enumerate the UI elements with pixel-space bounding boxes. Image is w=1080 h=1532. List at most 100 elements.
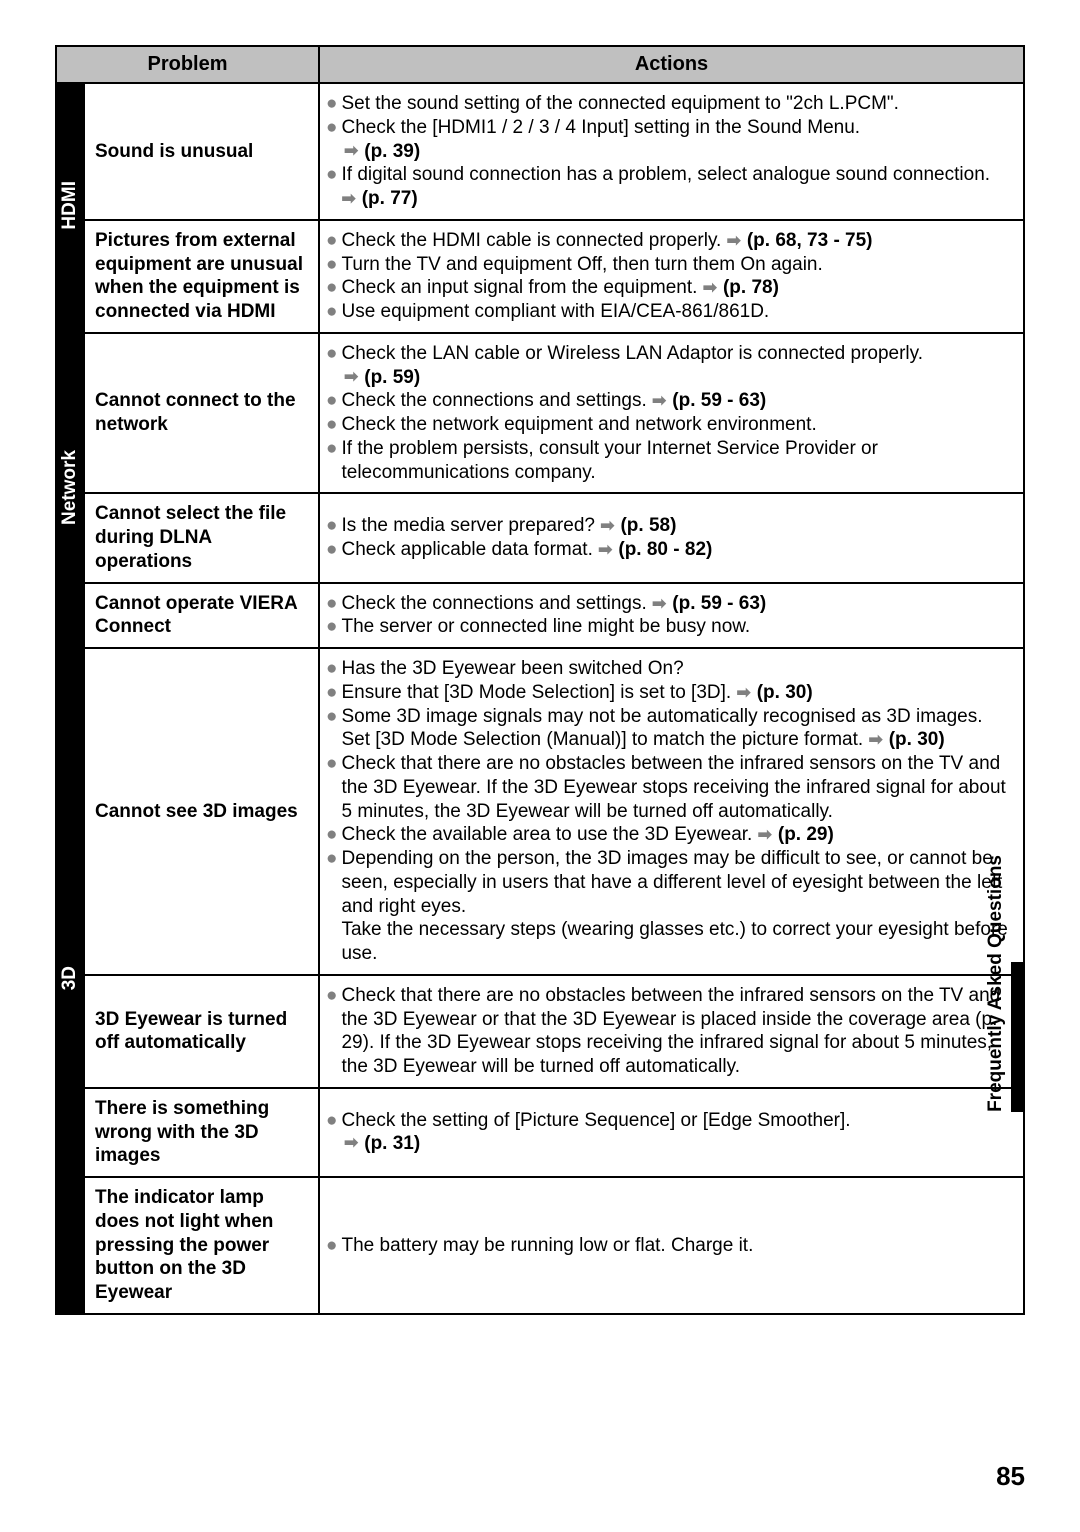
page-ref: (p. 59) bbox=[364, 366, 420, 390]
bullet-dot-icon: ● bbox=[326, 437, 337, 461]
bullet-dot-icon: ● bbox=[326, 300, 337, 324]
action-bullet: ●Use equipment compliant with EIA/CEA-86… bbox=[326, 300, 1013, 324]
action-text: Set the sound setting of the connected e… bbox=[341, 92, 1013, 116]
category-label: Network bbox=[59, 450, 81, 525]
category-label: HDMI bbox=[59, 181, 81, 230]
action-bullet: ●Check that there are no obstacles betwe… bbox=[326, 984, 1013, 1079]
action-text: Use equipment compliant with EIA/CEA-861… bbox=[341, 300, 1013, 324]
action-text: Is the media server prepared? ➡(p. 58) bbox=[341, 514, 1013, 538]
side-tab-bar bbox=[1011, 962, 1025, 1112]
action-text: Check the connections and settings. ➡(p.… bbox=[341, 389, 1013, 413]
bullet-dot-icon: ● bbox=[326, 538, 337, 562]
bullet-dot-icon: ● bbox=[326, 514, 337, 538]
bullet-dot-icon: ● bbox=[326, 592, 337, 616]
action-text: Check the [HDMI1 / 2 / 3 / 4 Input] sett… bbox=[341, 116, 1013, 140]
action-bullet: ●Ensure that [3D Mode Selection] is set … bbox=[326, 681, 1013, 705]
bullet-dot-icon: ● bbox=[326, 1109, 337, 1133]
action-bullet: ●Depending on the person, the 3D images … bbox=[326, 847, 1013, 966]
action-text: Has the 3D Eyewear been switched On? bbox=[341, 657, 1013, 681]
action-text: If digital sound connection has a proble… bbox=[341, 163, 1013, 211]
action-bullet: ●Check the network equipment and network… bbox=[326, 413, 1013, 437]
table-row: 3DCannot see 3D images●Has the 3D Eyewea… bbox=[56, 648, 1024, 975]
action-text: Check an input signal from the equipment… bbox=[341, 276, 1013, 300]
action-text: Depending on the person, the 3D images m… bbox=[341, 847, 1013, 966]
action-text: Check the network equipment and network … bbox=[341, 413, 1013, 437]
table-row: Pictures from external equipment are unu… bbox=[56, 220, 1024, 333]
action-bullet: ●Some 3D image signals may not be automa… bbox=[326, 705, 1013, 753]
arrow-icon: ➡ bbox=[344, 366, 358, 387]
category-cell: HDMI bbox=[56, 83, 84, 333]
problem-cell: Pictures from external equipment are unu… bbox=[84, 220, 319, 333]
problem-cell: There is something wrong with the 3D ima… bbox=[84, 1088, 319, 1177]
action-text: Check the LAN cable or Wireless LAN Adap… bbox=[341, 342, 1013, 366]
side-tab-label: Frequently Asked Questions bbox=[985, 855, 1007, 1112]
action-text: The server or connected line might be bu… bbox=[341, 615, 1013, 639]
action-ref: ➡ (p. 39) bbox=[326, 140, 1013, 164]
action-bullet: ●Set the sound setting of the connected … bbox=[326, 92, 1013, 116]
action-ref: ➡ (p. 31) bbox=[326, 1132, 1013, 1156]
action-text: The battery may be running low or flat. … bbox=[341, 1234, 1013, 1258]
actions-cell: ●Check the setting of [Picture Sequence]… bbox=[319, 1088, 1024, 1177]
action-bullet: ●Check the connections and settings. ➡(p… bbox=[326, 592, 1013, 616]
action-bullet: ●Check the setting of [Picture Sequence]… bbox=[326, 1109, 1013, 1133]
page-ref: (p. 39) bbox=[364, 140, 420, 164]
actions-cell: ●Is the media server prepared? ➡(p. 58)●… bbox=[319, 493, 1024, 582]
arrow-icon: ➡ bbox=[344, 140, 358, 161]
header-actions: Actions bbox=[319, 46, 1024, 83]
faq-table: Problem Actions HDMISound is unusual●Set… bbox=[55, 45, 1025, 1315]
action-ref: ➡ (p. 59) bbox=[326, 366, 1013, 390]
bullet-dot-icon: ● bbox=[326, 163, 337, 187]
bullet-dot-icon: ● bbox=[326, 657, 337, 681]
action-text: Check the setting of [Picture Sequence] … bbox=[341, 1109, 1013, 1133]
category-cell: 3D bbox=[56, 648, 84, 1314]
action-bullet: ●The server or connected line might be b… bbox=[326, 615, 1013, 639]
side-tab: Frequently Asked Questions bbox=[985, 855, 1025, 1112]
action-bullet: ●Check the LAN cable or Wireless LAN Ada… bbox=[326, 342, 1013, 366]
action-text: Check that there are no obstacles betwee… bbox=[341, 984, 1013, 1079]
action-bullet: ●Check the connections and settings. ➡(p… bbox=[326, 389, 1013, 413]
problem-cell: 3D Eyewear is turned off automatically bbox=[84, 975, 319, 1088]
action-text: Check the connections and settings. ➡(p.… bbox=[341, 592, 1013, 616]
action-bullet: ●Check the [HDMI1 / 2 / 3 / 4 Input] set… bbox=[326, 116, 1013, 140]
action-bullet: ●Check the HDMI cable is connected prope… bbox=[326, 229, 1013, 253]
action-bullet: ●If the problem persists, consult your I… bbox=[326, 437, 1013, 485]
table-row: The indicator lamp does not light when p… bbox=[56, 1177, 1024, 1314]
arrow-icon: ➡ bbox=[344, 1132, 358, 1153]
category-label: 3D bbox=[59, 966, 81, 990]
problem-cell: Cannot see 3D images bbox=[84, 648, 319, 975]
category-cell: Network bbox=[56, 333, 84, 648]
action-text: If the problem persists, consult your In… bbox=[341, 437, 1013, 485]
table-row: Cannot select the file during DLNA opera… bbox=[56, 493, 1024, 582]
bullet-dot-icon: ● bbox=[326, 823, 337, 847]
page-ref: (p. 31) bbox=[364, 1132, 420, 1156]
problem-cell: Cannot select the file during DLNA opera… bbox=[84, 493, 319, 582]
action-bullet: ●Has the 3D Eyewear been switched On? bbox=[326, 657, 1013, 681]
actions-cell: ●Check the connections and settings. ➡(p… bbox=[319, 583, 1024, 649]
bullet-dot-icon: ● bbox=[326, 92, 337, 116]
bullet-dot-icon: ● bbox=[326, 389, 337, 413]
actions-cell: ●Check the LAN cable or Wireless LAN Ada… bbox=[319, 333, 1024, 494]
action-bullet: ●Check that there are no obstacles betwe… bbox=[326, 752, 1013, 823]
actions-cell: ●Has the 3D Eyewear been switched On?●En… bbox=[319, 648, 1024, 975]
bullet-dot-icon: ● bbox=[326, 615, 337, 639]
table-row: 3D Eyewear is turned off automatically●C… bbox=[56, 975, 1024, 1088]
bullet-dot-icon: ● bbox=[326, 276, 337, 300]
action-bullet: ●Turn the TV and equipment Off, then tur… bbox=[326, 253, 1013, 277]
bullet-dot-icon: ● bbox=[326, 752, 337, 776]
action-bullet: ●If digital sound connection has a probl… bbox=[326, 163, 1013, 211]
problem-cell: Cannot connect to the network bbox=[84, 333, 319, 494]
bullet-dot-icon: ● bbox=[326, 413, 337, 437]
bullet-dot-icon: ● bbox=[326, 1234, 337, 1258]
table-row: NetworkCannot connect to the network●Che… bbox=[56, 333, 1024, 494]
problem-cell: The indicator lamp does not light when p… bbox=[84, 1177, 319, 1314]
actions-cell: ●The battery may be running low or flat.… bbox=[319, 1177, 1024, 1314]
action-text: Some 3D image signals may not be automat… bbox=[341, 705, 1013, 753]
bullet-dot-icon: ● bbox=[326, 229, 337, 253]
bullet-dot-icon: ● bbox=[326, 342, 337, 366]
bullet-dot-icon: ● bbox=[326, 253, 337, 277]
action-bullet: ●Check the available area to use the 3D … bbox=[326, 823, 1013, 847]
table-row: Cannot operate VIERA Connect ●Check the c… bbox=[56, 583, 1024, 649]
bullet-dot-icon: ● bbox=[326, 681, 337, 705]
action-text: Check the HDMI cable is connected proper… bbox=[341, 229, 1013, 253]
problem-cell: Cannot operate VIERA Connect bbox=[84, 583, 319, 649]
